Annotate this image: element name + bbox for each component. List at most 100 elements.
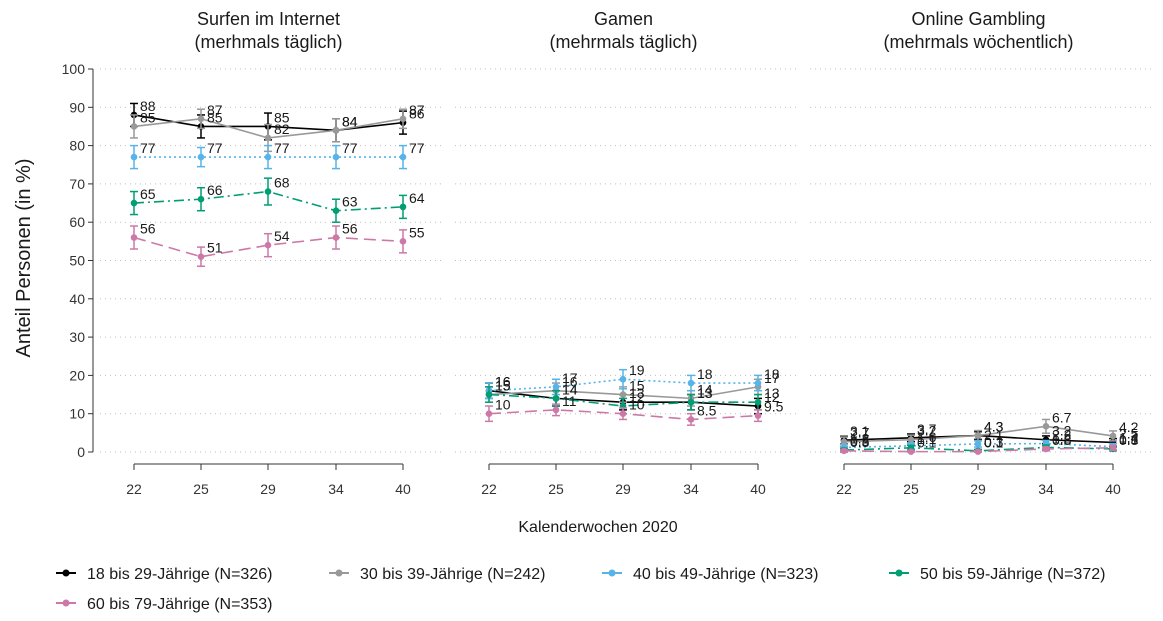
data-label-2-2-1: 1.6 xyxy=(917,429,937,445)
data-label-1-2-3: 18 xyxy=(697,366,713,382)
data-label-2-2-4: 1.4 xyxy=(1119,430,1139,446)
y-tick-label: 100 xyxy=(62,61,86,77)
data-label-2-4-0: 0.3 xyxy=(850,434,870,450)
legend-label-1: 30 bis 39-Jährige (N=242) xyxy=(360,566,545,583)
data-point-1-3-4 xyxy=(754,398,762,406)
data-label-1-1-3: 14 xyxy=(697,381,713,397)
data-label-2-3-4: 0.8 xyxy=(1119,432,1139,448)
data-label-2-2-2: 2.1 xyxy=(984,427,1004,443)
y-tick-label: 0 xyxy=(77,444,85,460)
x-tick-label: 40 xyxy=(750,481,766,497)
x-tick-label: 40 xyxy=(1105,481,1121,497)
data-label-0-3-1: 66 xyxy=(207,182,223,198)
data-label-2-0-4: 2.5 xyxy=(1119,425,1139,441)
data-point-2-4-1 xyxy=(907,448,915,455)
data-point-1-2-2 xyxy=(619,375,627,383)
data-label-1-0-2: 13 xyxy=(629,385,645,401)
y-tick-label: 20 xyxy=(69,367,85,383)
data-point-1-4-4 xyxy=(754,412,762,419)
data-point-1-3-0 xyxy=(485,391,493,398)
x-tick-label: 34 xyxy=(683,481,699,497)
data-point-2-1-2 xyxy=(974,432,982,439)
x-tick-label: 40 xyxy=(395,481,411,497)
legend-label-4: 60 bis 79-Jährige (N=353) xyxy=(87,596,272,613)
data-label-0-4-2: 54 xyxy=(274,228,290,244)
data-label-1-4-2: 10 xyxy=(629,397,645,413)
data-point-0-3-3 xyxy=(332,207,340,215)
legend-item-3: 50 bis 59-Jährige (N=372) xyxy=(889,566,1105,583)
data-label-0-1-1: 87 xyxy=(207,102,223,118)
data-point-0-4-2 xyxy=(264,241,272,249)
data-label-0-0-3: 84 xyxy=(342,113,358,129)
data-point-0-4-1 xyxy=(197,253,205,260)
data-point-2-1-4 xyxy=(1109,432,1117,440)
data-label-0-4-0: 56 xyxy=(140,221,156,237)
data-point-0-3-2 xyxy=(264,188,272,195)
legend-item-4: 60 bis 79-Jährige (N=353) xyxy=(56,596,272,613)
data-point-2-1-1 xyxy=(907,436,915,444)
data-point-0-4-0 xyxy=(130,234,138,241)
x-tick-label: 22 xyxy=(126,481,142,497)
data-point-0-2-3 xyxy=(332,153,340,161)
data-point-1-3-1 xyxy=(552,395,560,402)
data-point-0-2-2 xyxy=(264,153,272,161)
data-label-0-0-1: 85 xyxy=(207,109,223,125)
data-label-1-0-0: 16 xyxy=(495,374,511,390)
data-point-0-3-0 xyxy=(130,199,138,207)
data-label-1-4-4: 9.5 xyxy=(764,399,784,415)
data-label-0-4-4: 55 xyxy=(409,224,425,240)
data-point-0-2-0 xyxy=(130,153,138,161)
data-label-0-1-3: 84 xyxy=(342,113,358,129)
data-label-2-4-3: 0.8 xyxy=(1052,432,1072,448)
data-point-2-4-4 xyxy=(1109,444,1117,452)
data-label-1-4-0: 10 xyxy=(495,397,511,413)
data-label-2-0-0: 3.1 xyxy=(850,423,870,439)
data-label-1-1-0: 15 xyxy=(495,378,511,394)
axes: 22 25 29 34 40 22 25 29 34 40 22 25 29 34 40 0 10 20 30 40 5… xyxy=(62,61,1121,497)
panel-subtitle-0: (merhmals täglich) xyxy=(194,32,342,52)
data-label-2-3-3: 1.2 xyxy=(1052,430,1072,446)
legend-item-0: 18 bis 29-Jährige (N=326) xyxy=(56,566,272,583)
data-label-0-0-2: 85 xyxy=(274,109,290,125)
data-label-2-2-3: 2.2 xyxy=(1052,427,1072,443)
data-label-0-3-4: 64 xyxy=(409,190,425,206)
y-tick-label: 80 xyxy=(69,138,85,154)
legend-key-point-4 xyxy=(62,599,70,607)
x-tick-label: 25 xyxy=(193,481,209,497)
data-point-0-2-1 xyxy=(197,153,205,161)
data-label-1-4-3: 8.5 xyxy=(697,402,717,418)
legend-item-2: 40 bis 49-Jährige (N=323) xyxy=(602,566,818,583)
data-point-0-3-4 xyxy=(399,203,407,211)
data-label-1-0-1: 14 xyxy=(562,381,578,397)
data-point-1-1-2 xyxy=(619,391,627,398)
data-label-1-3-4: 13 xyxy=(764,385,780,401)
y-tick-label: 60 xyxy=(69,214,85,230)
data-label-0-0-4: 86 xyxy=(409,106,425,122)
legend-key-point-3 xyxy=(895,569,903,577)
data-label-0-2-3: 77 xyxy=(342,140,358,156)
data-label-2-3-0: 0.5 xyxy=(850,433,870,449)
data-label-0-1-4: 87 xyxy=(409,102,425,118)
data-label-2-4-2: 0.1 xyxy=(984,435,1004,451)
series xyxy=(130,102,1117,455)
data-label-2-3-2: 0.3 xyxy=(984,434,1004,450)
data-label-1-3-2: 12 xyxy=(629,389,645,405)
data-point-0-4-3 xyxy=(332,234,340,241)
x-tick-label: 29 xyxy=(615,481,631,497)
data-point-0-1-2 xyxy=(264,134,272,142)
x-tick-label: 22 xyxy=(836,481,852,497)
data-label-2-4-1: 0.1 xyxy=(917,435,937,451)
data-label-0-3-2: 68 xyxy=(274,175,290,191)
data-point-2-2-2 xyxy=(974,440,982,448)
data-point-2-4-0 xyxy=(840,447,848,455)
data-label-1-3-1: 14 xyxy=(562,381,578,397)
data-label-1-3-0: 15 xyxy=(495,378,511,394)
data-label-0-2-2: 77 xyxy=(274,140,290,156)
data-point-1-3-3 xyxy=(687,398,695,406)
data-point-0-4-4 xyxy=(399,238,407,245)
legend-key-point-0 xyxy=(62,569,70,577)
panel-title-0: Surfen im Internet xyxy=(197,9,340,29)
data-label-2-1-3: 6.7 xyxy=(1052,409,1072,425)
